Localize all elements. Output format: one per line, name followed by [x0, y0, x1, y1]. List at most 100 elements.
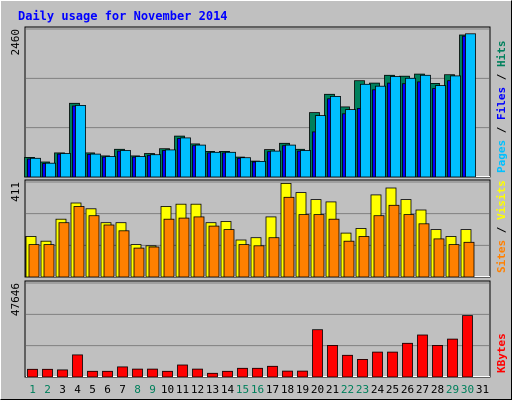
bar-pages-day-20: [316, 116, 326, 177]
panel-1: 2460Pages / Files / Hits: [9, 27, 508, 177]
bar-sites-day-25: [389, 205, 399, 277]
bar-kbytes-day-24: [373, 352, 383, 377]
bar-kbytes-day-7: [118, 367, 128, 377]
legend-part: Pages: [495, 140, 508, 173]
bar-kbytes-day-21: [328, 345, 338, 377]
x-tick-label: 6: [104, 383, 111, 396]
x-tick-label: 11: [176, 383, 189, 396]
legend-part: /: [495, 67, 508, 87]
bar-sites-day-5: [89, 216, 99, 277]
bar-kbytes-day-8: [133, 369, 143, 377]
bar-sites-day-26: [404, 215, 414, 277]
x-tick-label: 19: [296, 383, 309, 396]
bar-pages-day-7: [121, 151, 131, 178]
bar-sites-day-24: [374, 216, 384, 277]
y-axis-max-label: 47646: [9, 283, 22, 316]
bar-pages-day-5: [91, 154, 101, 177]
bar-sites-day-16: [254, 246, 264, 277]
bar-kbytes-day-29: [448, 339, 458, 377]
bar-sites-day-2: [44, 245, 54, 277]
bar-pages-day-18: [286, 145, 296, 177]
x-tick-label: 18: [281, 383, 294, 396]
bar-kbytes-day-28: [433, 345, 443, 377]
bar-kbytes-day-13: [208, 373, 218, 377]
bar-pages-day-30: [466, 34, 476, 177]
bar-kbytes-day-18: [283, 371, 293, 377]
bar-pages-day-13: [211, 152, 221, 177]
legend-part: /: [495, 220, 508, 240]
bar-pages-day-16: [256, 161, 266, 177]
x-tick-label: 25: [386, 383, 399, 396]
bar-sites-day-20: [314, 215, 324, 277]
bar-sites-day-13: [209, 226, 219, 277]
bar-pages-day-21: [331, 96, 341, 177]
x-tick-label: 26: [401, 383, 414, 396]
bar-kbytes-day-27: [418, 335, 428, 377]
bar-pages-day-8: [136, 157, 146, 178]
x-tick-label: 21: [326, 383, 339, 396]
panel-2: 411Sites / Visits: [9, 180, 508, 277]
x-tick-label: 12: [191, 383, 204, 396]
x-tick-label: 2: [44, 383, 51, 396]
x-tick-label: 31: [476, 383, 489, 396]
bar-sites-day-12: [194, 217, 204, 277]
x-tick-label: 1: [29, 383, 36, 396]
bar-kbytes-day-25: [388, 352, 398, 377]
bar-sites-day-29: [449, 245, 459, 277]
bar-sites-day-1: [29, 245, 39, 277]
bar-kbytes-day-22: [343, 355, 353, 377]
legend-part: Visits: [495, 180, 508, 220]
bar-pages-day-4: [76, 105, 86, 177]
bar-kbytes-day-4: [73, 355, 83, 377]
x-tick-label: 17: [266, 383, 279, 396]
bar-sites-day-30: [464, 242, 474, 277]
bar-sites-day-28: [434, 239, 444, 277]
bar-kbytes-day-10: [163, 371, 173, 377]
bar-sites-day-22: [344, 241, 354, 277]
bar-kbytes-day-5: [88, 371, 98, 377]
panel-3: 47646 KBytes: [9, 281, 508, 377]
bar-pages-day-12: [196, 145, 206, 177]
legend-part: KBytes: [495, 333, 508, 373]
bar-sites-day-3: [59, 223, 69, 277]
x-tick-label: 14: [221, 383, 235, 396]
bar-pages-day-29: [451, 76, 461, 177]
series-legend-label: Pages / Files / Hits: [495, 41, 508, 174]
bar-sites-day-8: [134, 248, 144, 277]
bar-kbytes-day-2: [43, 369, 53, 377]
bar-sites-day-15: [239, 245, 249, 277]
x-tick-label: 13: [206, 383, 219, 396]
bar-pages-day-1: [31, 158, 41, 177]
bar-pages-day-24: [376, 86, 386, 177]
bar-pages-day-2: [46, 163, 56, 177]
bar-kbytes-day-1: [28, 369, 38, 377]
bar-sites-day-14: [224, 230, 234, 277]
x-tick-label: 29: [446, 383, 459, 396]
x-tick-label: 28: [431, 383, 444, 396]
x-tick-label: 9: [149, 383, 156, 396]
series-legend-label: Sites / Visits: [495, 180, 508, 273]
legend-part: /: [495, 120, 508, 140]
x-tick-label: 7: [119, 383, 126, 396]
x-tick-label: 24: [371, 383, 385, 396]
bar-kbytes-day-30: [463, 316, 473, 377]
bar-pages-day-26: [406, 78, 416, 177]
bar-pages-day-19: [301, 151, 311, 178]
bar-kbytes-day-11: [178, 365, 188, 377]
bar-pages-day-15: [241, 158, 251, 177]
x-tick-label: 22: [341, 383, 354, 396]
bar-sites-day-11: [179, 218, 189, 277]
bar-pages-day-9: [151, 155, 161, 177]
bar-kbytes-day-14: [223, 371, 233, 377]
bar-kbytes-day-26: [403, 343, 413, 377]
bar-pages-day-25: [391, 77, 401, 178]
bar-kbytes-day-15: [238, 368, 248, 377]
x-tick-label: 15: [236, 383, 249, 396]
bar-sites-day-10: [164, 219, 174, 277]
x-tick-label: 8: [134, 383, 141, 396]
bar-kbytes-day-12: [193, 369, 203, 377]
bar-sites-day-27: [419, 224, 429, 277]
bar-sites-day-18: [284, 197, 294, 277]
x-tick-label: 10: [161, 383, 174, 396]
